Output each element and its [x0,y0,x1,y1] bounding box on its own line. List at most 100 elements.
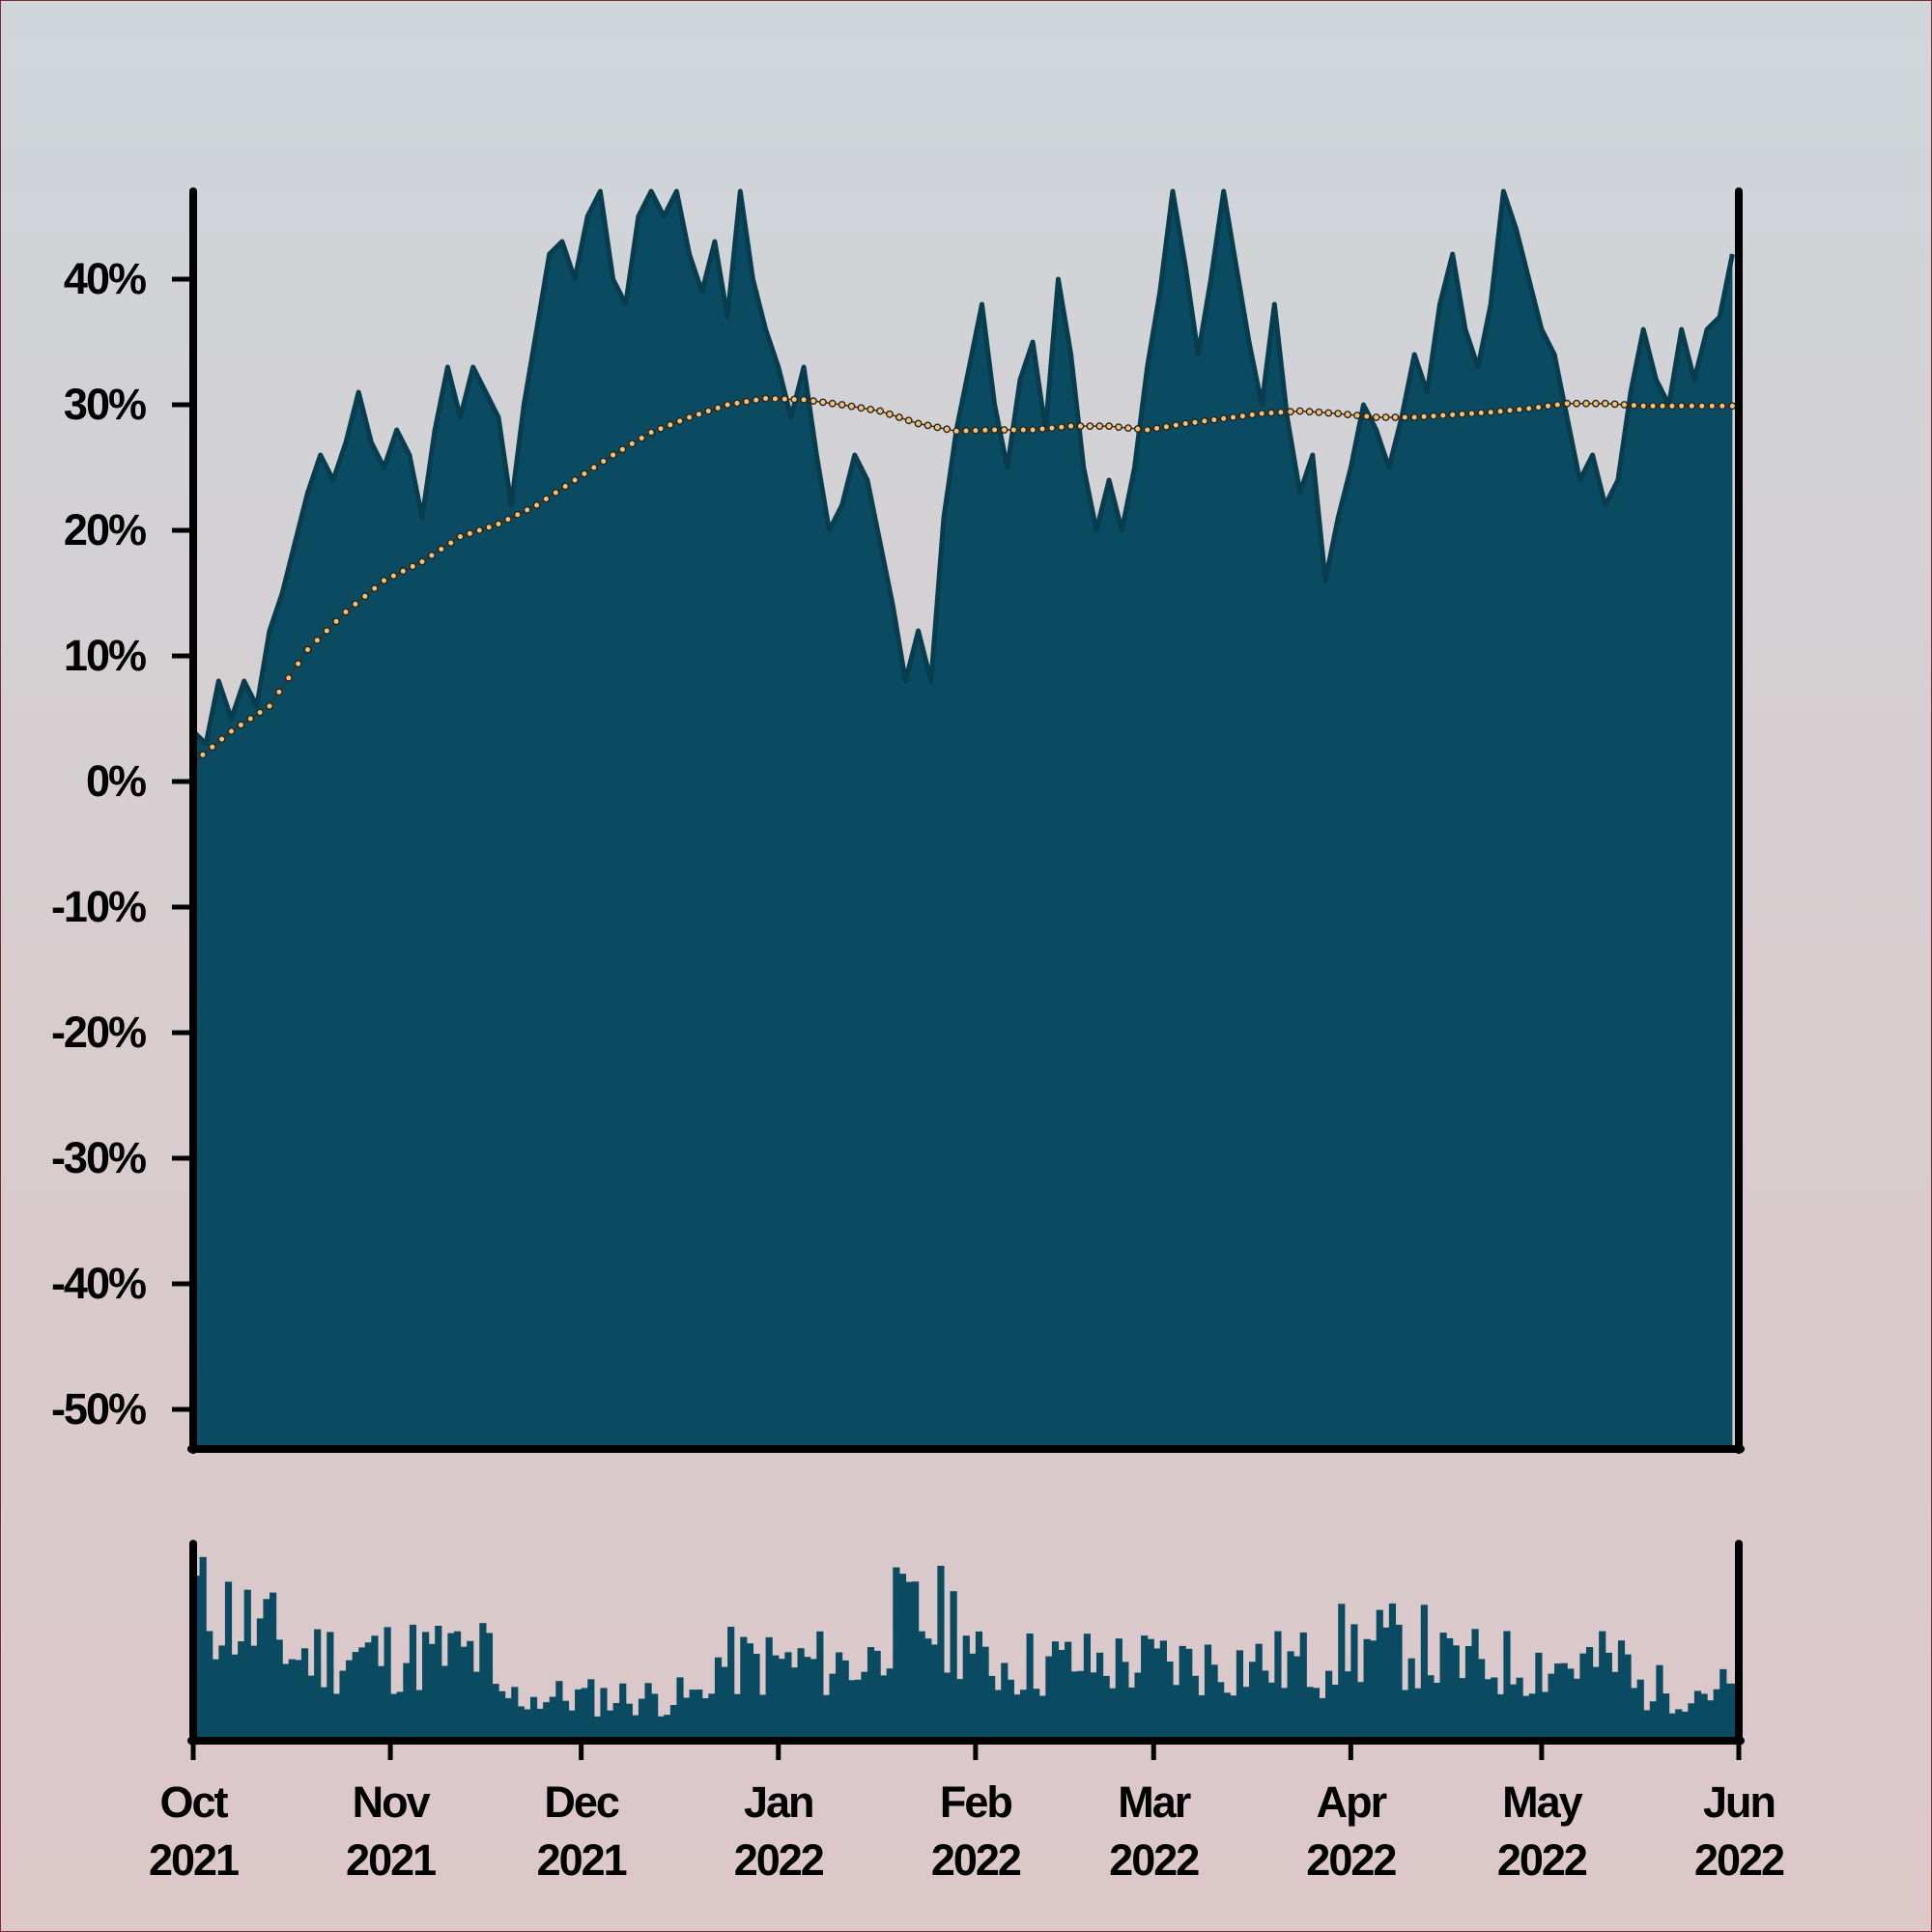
volume-bar [632,1715,639,1739]
moving-average-point [552,489,560,497]
moving-average-point [323,627,331,635]
volume-bar [1051,1641,1060,1739]
volume-bar [218,1645,226,1739]
moving-average-point [714,404,723,412]
volume-bar [1262,1670,1269,1739]
volume-bar [816,1631,824,1739]
volume-bar [346,1660,354,1739]
moving-average-point [1143,426,1151,434]
volume-bar [1191,1675,1199,1739]
volume-bar [1065,1641,1072,1739]
volume-bar [1452,1645,1460,1739]
volume-bar [568,1710,576,1739]
volume-bar [1433,1683,1441,1739]
moving-average-point [313,636,322,644]
volume-bar [1007,1679,1014,1739]
volume-bar [1548,1673,1555,1739]
volume-bar [1242,1687,1250,1739]
volume-bar [1420,1605,1428,1739]
volume-bar [1350,1624,1358,1739]
volume-bar [721,1666,728,1739]
main-panel-frame [187,187,1745,1454]
x-tick-label-month: Jan [744,1777,813,1827]
moving-average-point [294,660,302,668]
volume-bar [956,1679,964,1739]
moving-average-point [1038,425,1046,433]
volume-bar [1223,1692,1231,1739]
moving-average-point [1610,400,1619,409]
moving-average-point [1258,410,1266,417]
moving-average-point [599,457,608,466]
volume-bar [1001,1662,1009,1739]
moving-average-point [800,395,808,404]
volume-bar [364,1642,372,1739]
volume-bar [415,1690,423,1739]
volume-bar [912,1581,920,1739]
volume-bar [1484,1679,1492,1739]
volume-bar [644,1683,652,1739]
moving-average-point [256,708,264,717]
moving-average-point [561,482,570,491]
volume-bar [224,1581,233,1739]
moving-average-point [771,394,780,403]
moving-average-point [532,501,541,509]
volume-bar [664,1715,671,1739]
volume-bar [1026,1634,1034,1739]
volume-bar [1407,1658,1415,1739]
moving-average-point [1191,418,1199,427]
moving-average-point [914,419,923,428]
volume-bar [440,1665,448,1739]
moving-average-point [1124,424,1132,432]
volume-bar [676,1677,684,1739]
volume-bar [1141,1635,1149,1739]
volume-bar [1185,1648,1193,1739]
volume-bar [1331,1685,1339,1739]
moving-average-point [1277,408,1285,416]
volume-bar [822,1694,831,1739]
x-tick-label-year: 2022 [1694,1835,1784,1885]
volume-bar [472,1671,480,1739]
volume-bar [1675,1709,1683,1739]
moving-average-point [867,405,875,413]
volume-bar [1319,1697,1326,1739]
volume-bar [905,1581,913,1739]
x-tick-label-year: 2022 [734,1835,824,1885]
volume-bar [1255,1643,1263,1739]
moving-average-point [1133,425,1142,433]
moving-average-point [1639,402,1648,411]
moving-average-point [485,523,494,531]
moving-average-point [389,572,398,580]
moving-average-point [571,476,579,484]
volume-bar [320,1687,327,1739]
volume-bar [409,1624,417,1739]
volume-bar [1172,1685,1180,1739]
volume-bar [873,1650,881,1739]
volume-bar [829,1673,837,1739]
volume-bar [1083,1634,1091,1739]
moving-average-point [1668,402,1676,411]
y-tick-label: -10% [51,882,146,931]
volume-bar [1402,1690,1409,1739]
volume-bar [1592,1666,1600,1739]
volume-bar [1656,1664,1663,1739]
volume-bar [1414,1688,1422,1739]
x-tick-label-year: 2021 [537,1835,627,1885]
moving-average-point [1534,403,1543,412]
x-tick-label-month: Dec [544,1777,619,1827]
volume-bar [504,1697,512,1739]
volume-bar [1179,1645,1186,1739]
volume-bar [854,1679,862,1739]
volume-bar [612,1703,620,1739]
moving-average-point [1582,399,1590,408]
volume-bar [371,1635,379,1739]
volume-bar [1535,1652,1543,1739]
moving-average-point [446,539,455,547]
moving-average-point [1524,404,1533,412]
volume-bar [981,1646,989,1739]
moving-average-point [1430,412,1437,420]
volume-bar [886,1668,894,1739]
moving-average-point [933,423,942,432]
moving-average-point [847,402,856,411]
moving-average-point [1659,402,1666,411]
moving-average-point [208,743,216,752]
